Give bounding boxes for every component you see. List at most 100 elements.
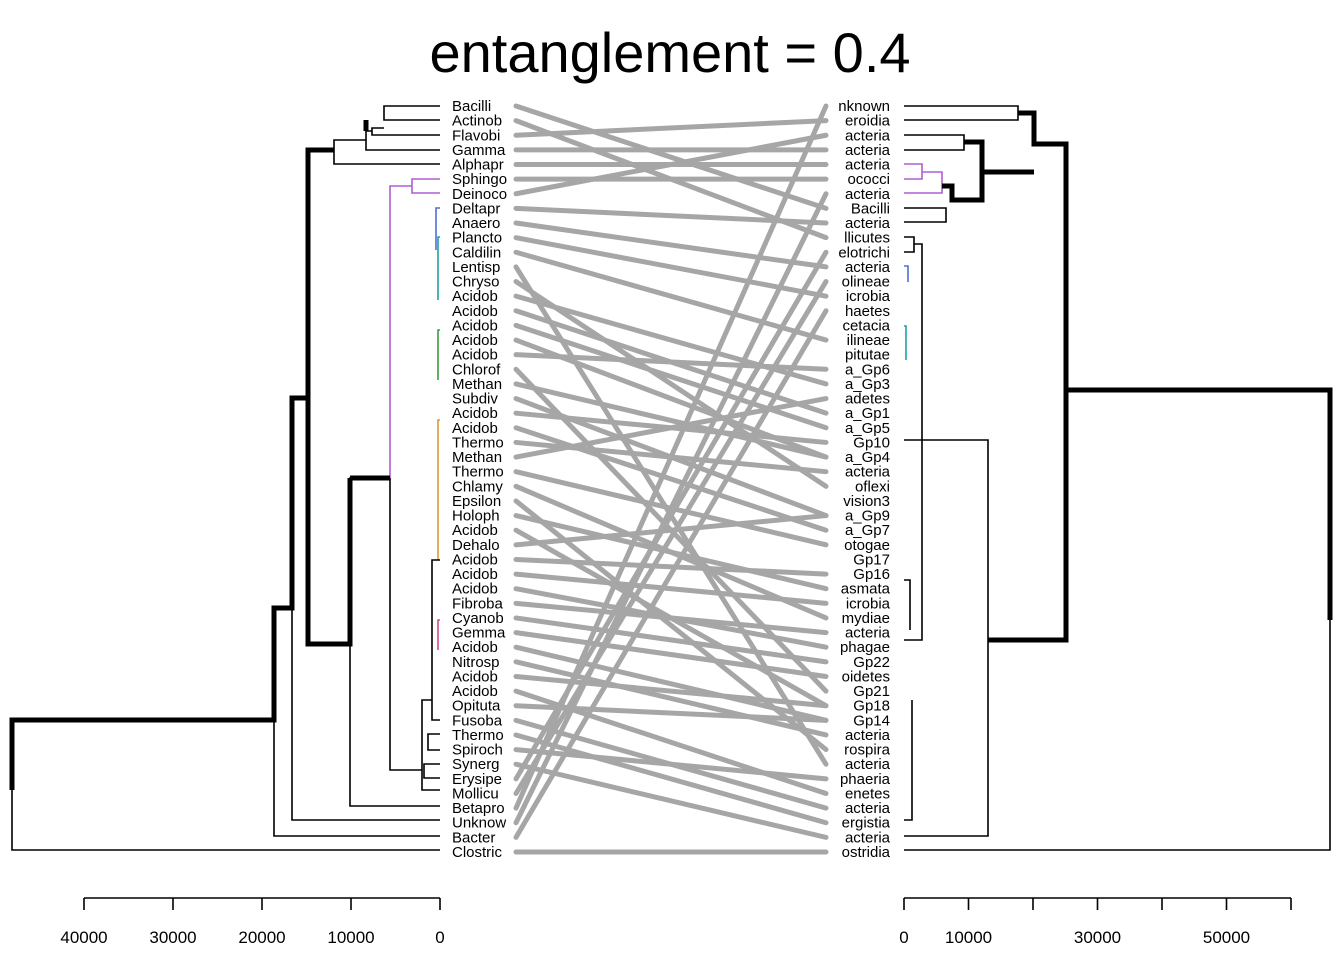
right-branch	[904, 579, 911, 630]
left-branch	[371, 127, 440, 136]
connection-line	[513, 396, 829, 460]
right-dendrogram	[904, 105, 1331, 851]
left-leaf-label: Erysipe	[452, 771, 502, 788]
left-leaf-label: Opituta	[452, 698, 501, 715]
right-branch	[904, 171, 943, 194]
right-axis-tick-label: 50000	[1203, 928, 1250, 947]
right-leaf-label: vision3	[843, 493, 890, 510]
right-leaf-label: ococci	[847, 171, 890, 188]
right-branch	[904, 207, 947, 223]
right-leaf-label: oidetes	[842, 668, 890, 685]
left-leaf-label: Unknow	[452, 815, 506, 832]
right-leaf-label: acteria	[845, 142, 891, 159]
right-branch	[904, 134, 965, 151]
connection-line	[513, 191, 829, 826]
right-leaf-label: Gp22	[853, 654, 890, 671]
left-branch	[421, 699, 440, 791]
left-leaf-label: Gamma	[452, 142, 506, 159]
left-branch	[333, 139, 440, 165]
left-leaf-label: Thermo	[452, 727, 504, 744]
right-leaf-label: asmata	[841, 581, 891, 598]
right-leaf-label: acteria	[845, 127, 891, 144]
right-leaf-label: Gp10	[853, 434, 890, 451]
left-leaf-label: Chryso	[452, 274, 500, 291]
left-leaf-label: Methan	[452, 376, 502, 393]
left-branch	[349, 477, 440, 807]
right-leaf-label: llicutes	[844, 230, 890, 247]
right-branch	[904, 439, 989, 837]
right-branch	[904, 105, 1019, 121]
right-leaf-label: olineae	[842, 274, 890, 291]
left-leaf-label: Deltapr	[452, 200, 500, 217]
left-leaf-label: Dehalo	[452, 537, 500, 554]
right-leaf-label: haetes	[845, 303, 890, 320]
left-dendrogram-thick	[9, 120, 390, 790]
left-leaf-labels: BacilliActinobFlavobiGammaAlphaprSphingo…	[452, 98, 507, 861]
left-branch	[365, 130, 440, 151]
right-leaf-label: phaeria	[840, 771, 891, 788]
left-leaf-label: Spiroch	[452, 742, 503, 759]
left-leaf-label: Acidob	[452, 303, 498, 320]
left-branch	[389, 185, 412, 478]
right-leaf-label: Gp14	[853, 712, 890, 729]
left-axis-tick-label: 40000	[60, 928, 107, 947]
left-leaf-label: Mollicu	[452, 785, 499, 802]
left-leaf-label: Nitrosp	[452, 654, 500, 671]
left-leaf-label: Bacter	[452, 829, 495, 846]
left-leaf-label: Acidob	[452, 288, 498, 305]
right-leaf-label: adetes	[845, 391, 890, 408]
right-leaf-label: a_Gp7	[845, 522, 890, 539]
left-branch	[383, 105, 440, 121]
right-leaf-labels: nknowneroidiaacteriaacteriaacteriaococci…	[838, 98, 890, 861]
connection-line	[513, 659, 829, 738]
right-leaf-label: pitutae	[845, 347, 890, 364]
connection-line	[513, 103, 829, 211]
left-branch-thick	[305, 147, 353, 647]
left-leaf-label: Bacilli	[452, 98, 491, 115]
right-leaf-label: acteria	[845, 800, 891, 817]
right-leaf-label: icrobia	[846, 595, 891, 612]
left-branch	[431, 559, 440, 721]
left-leaf-label: Anaero	[452, 215, 500, 232]
right-leaf-label: acteria	[845, 727, 891, 744]
left-leaf-label: Methan	[452, 449, 502, 466]
connection-line	[513, 673, 829, 709]
left-leaf-label: Lentisp	[452, 259, 500, 276]
connection-line	[513, 761, 829, 840]
right-branch	[904, 236, 915, 253]
connection-line	[513, 118, 829, 138]
left-branch	[11, 790, 440, 851]
connection-line	[513, 235, 829, 299]
left-leaf-label: Thermo	[452, 434, 504, 451]
right-leaf-label: ergistia	[842, 815, 891, 832]
connection-line	[513, 249, 829, 343]
left-branch	[411, 178, 440, 194]
right-branch-thick	[1066, 387, 1333, 620]
left-leaf-label: Caldilin	[452, 244, 501, 261]
left-leaf-label: Acidob	[452, 668, 498, 685]
left-axis-tick-label: 0	[435, 928, 444, 947]
left-branch	[437, 329, 440, 380]
connection-line	[513, 571, 829, 606]
right-leaf-label: a_Gp6	[845, 361, 890, 378]
left-leaf-label: Acidob	[452, 551, 498, 568]
right-axis-tick-label: 0	[899, 928, 908, 947]
left-leaf-label: Acidob	[452, 317, 498, 334]
right-leaf-label: phagae	[840, 639, 890, 656]
connection-line	[513, 630, 829, 679]
left-leaf-label: Holoph	[452, 508, 500, 525]
right-leaf-label: a_Gp5	[845, 420, 890, 437]
left-leaf-label: Thermo	[452, 464, 504, 481]
right-branch	[904, 620, 1331, 851]
right-leaf-label: oflexi	[855, 478, 890, 495]
left-leaf-label: Betapro	[452, 800, 505, 817]
right-leaf-label: Bacilli	[851, 200, 890, 217]
left-leaf-label: Alphapr	[452, 157, 504, 174]
left-branch	[389, 478, 422, 771]
left-branch	[437, 619, 440, 650]
left-leaf-label: Acidob	[452, 639, 498, 656]
right-leaf-label: mydiae	[842, 610, 890, 627]
connection-line	[513, 644, 829, 723]
right-leaf-label: cetacia	[842, 317, 890, 334]
